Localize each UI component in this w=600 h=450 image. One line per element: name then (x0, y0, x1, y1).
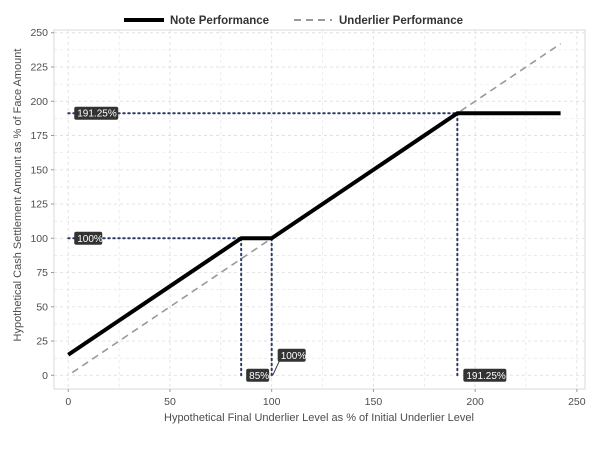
y-tick-label: 225 (30, 61, 48, 73)
axis-ticks: 0 50 100 150 200 250 0 25 50 75 100 125 150 175 200 225… (30, 27, 585, 408)
y-tick-label: 125 (30, 199, 48, 211)
y-tick-label: 100 (30, 233, 48, 245)
legend: Note Performance Underlier Performance (124, 15, 463, 27)
y-axis-title: Hypothetical Cash Settlement Amount as %… (12, 49, 24, 342)
y-tick-label: 200 (30, 96, 48, 108)
grid (53, 29, 586, 390)
y-tick-label: 50 (36, 301, 48, 313)
callout-box (74, 231, 103, 245)
reference-lines (67, 112, 459, 377)
callout-label: 100% (77, 234, 103, 245)
callout-label: 191.25% (466, 371, 506, 382)
y-tick-label: 0 (42, 370, 48, 382)
series-line-note (67, 111, 561, 357)
y-tick-label: 175 (30, 130, 48, 142)
x-axis-title: Hypothetical Final Underlier Level as % … (164, 412, 474, 424)
callout-label: 100% (281, 351, 307, 362)
legend-label-note: Note Performance (170, 15, 269, 27)
y-tick-label: 250 (30, 27, 48, 39)
y-tick-label: 25 (36, 336, 48, 348)
x-tick-label: 0 (65, 396, 71, 408)
callout-label: 85% (249, 371, 269, 382)
callouts: 191.25% 100% 85% 100% 191.25% (74, 106, 507, 382)
callout-box (246, 368, 270, 382)
x-tick-label: 250 (568, 396, 586, 408)
x-tick-label: 200 (466, 396, 484, 408)
series-lines (67, 43, 562, 374)
y-tick-label: 150 (30, 164, 48, 176)
callout-box (74, 106, 119, 120)
callout-box (463, 368, 507, 382)
x-tick-label: 50 (164, 396, 176, 408)
callout-box (277, 348, 306, 362)
callout-label: 191.25% (77, 109, 117, 120)
legend-label-underlier: Underlier Performance (339, 15, 463, 27)
callout-leader (272, 360, 281, 376)
x-tick-label: 150 (365, 396, 383, 408)
x-tick-label: 100 (263, 396, 281, 408)
y-tick-label: 75 (36, 267, 48, 279)
plot-border (53, 29, 586, 390)
